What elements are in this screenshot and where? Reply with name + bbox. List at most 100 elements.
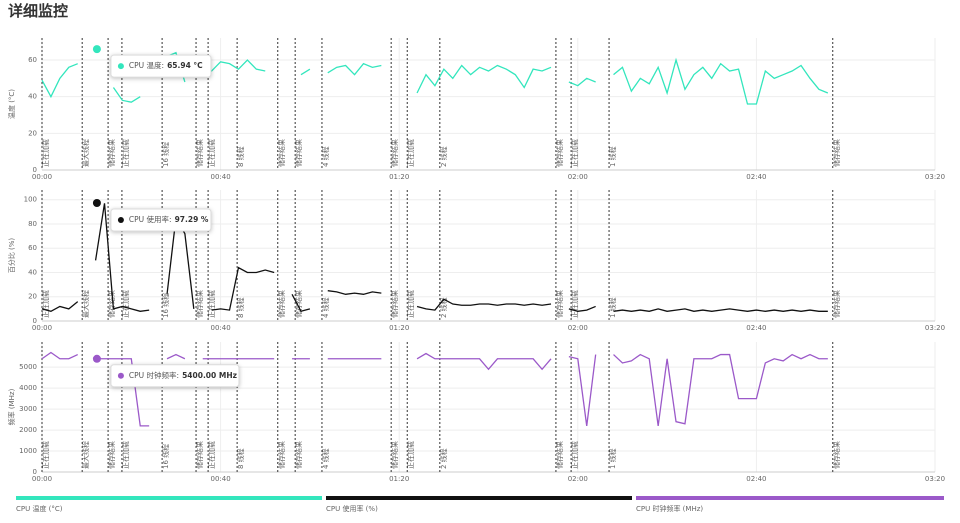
y-tick-label: 3000	[19, 405, 37, 413]
event-label: 正在加载	[570, 441, 579, 469]
event-label: 1 线程	[608, 297, 617, 318]
y-tick-label: 0	[33, 468, 37, 476]
event-label: 储存结果	[832, 290, 841, 318]
event-label: 储存结果	[107, 441, 116, 469]
y-axis-label: 百分比 (%)	[7, 238, 16, 274]
x-tick-label: 00:40	[211, 324, 231, 332]
y-tick-label: 5000	[19, 363, 37, 371]
event-label: 储存结果	[555, 441, 564, 469]
x-tick-label: 01:20	[389, 475, 409, 483]
x-tick-label: 02:40	[746, 475, 766, 483]
hover-point	[92, 354, 101, 363]
event-label: 16 线程	[161, 293, 170, 318]
event-label: 储存结果	[390, 290, 399, 318]
event-label: 正在加载	[207, 139, 216, 167]
tooltip	[110, 54, 212, 78]
x-tick-label: 02:00	[568, 173, 588, 181]
legend-swatch	[326, 496, 632, 500]
tooltip-value: 65.94 °C	[167, 61, 203, 70]
event-label: 正在加载	[121, 441, 130, 469]
y-tick-label: 0	[33, 317, 37, 325]
event-label: 正在加载	[207, 441, 216, 469]
x-tick-label: 02:40	[746, 173, 766, 181]
event-label: 正在加载	[406, 441, 415, 469]
y-tick-label: 0	[33, 166, 37, 174]
event-label: 2 线程	[439, 146, 448, 167]
event-label: 正在加载	[570, 290, 579, 318]
event-label: 4 线程	[321, 297, 330, 318]
hover-point	[92, 45, 101, 54]
event-label: 8 线程	[236, 448, 245, 469]
event-label: 储存结果	[277, 290, 286, 318]
event-label: 2 线程	[439, 448, 448, 469]
event-label: 储存结果	[195, 290, 204, 318]
event-label: 正在加载	[41, 441, 50, 469]
x-tick-label: 00:00	[32, 475, 52, 483]
y-tick-label: 4000	[19, 384, 37, 392]
event-label: 正在加载	[121, 139, 130, 167]
event-label: 正在加载	[207, 290, 216, 318]
y-tick-label: 100	[24, 196, 37, 204]
hover-point	[92, 198, 101, 207]
x-tick-label: 00:40	[211, 173, 231, 181]
event-label: 储存结果	[107, 290, 116, 318]
tooltip	[110, 364, 240, 388]
x-tick-label: 02:00	[568, 475, 588, 483]
event-label: 储存结果	[555, 290, 564, 318]
event-label: 正在加载	[406, 290, 415, 318]
y-tick-label: 20	[28, 129, 37, 137]
x-tick-label: 00:40	[211, 475, 231, 483]
event-label: 储存结果	[832, 441, 841, 469]
event-label: 储存结果	[107, 139, 116, 167]
event-label: 正在加载	[121, 290, 130, 318]
event-label: 4 线程	[321, 448, 330, 469]
tooltip-text: CPU 温度: 65.94 °C	[129, 60, 203, 70]
event-label: 4 线程	[321, 146, 330, 167]
tooltip-label: CPU 使用率:	[129, 214, 172, 224]
tooltip-dot	[117, 63, 124, 70]
tooltip-label: CPU 温度:	[129, 60, 164, 70]
event-label: 最大线程	[81, 290, 90, 318]
event-label: 正在加载	[41, 139, 50, 167]
event-label: 储存结果	[555, 139, 564, 167]
event-label: 8 线程	[236, 146, 245, 167]
event-label: 正在加载	[570, 139, 579, 167]
x-tick-label: 01:20	[389, 324, 409, 332]
y-tick-label: 20	[28, 293, 37, 301]
y-tick-label: 2000	[19, 426, 37, 434]
x-tick-label: 03:20	[925, 173, 945, 181]
event-label: 储存结果	[390, 139, 399, 167]
legend-label: CPU 时钟频率 (MHz)	[636, 504, 703, 513]
tooltip-value: 97.29 %	[175, 215, 209, 224]
y-tick-label: 80	[28, 220, 37, 228]
tooltip-text: CPU 使用率: 97.29 %	[129, 214, 209, 224]
event-label: 储存结果	[195, 441, 204, 469]
event-label: 正在加载	[41, 290, 50, 318]
y-axis-label: 频率 (MHz)	[7, 388, 16, 425]
tooltip-value: 5400.00 MHz	[182, 371, 237, 380]
y-tick-label: 60	[28, 244, 37, 252]
x-tick-label: 01:20	[389, 173, 409, 181]
event-label: 最大线程	[81, 139, 90, 167]
legend-label: CPU 使用率 (%)	[326, 504, 378, 513]
event-label: 储存结果	[277, 139, 286, 167]
event-label: 储存结果	[294, 139, 303, 167]
y-tick-label: 40	[28, 93, 37, 101]
legend-label: CPU 温度 (°C)	[16, 504, 63, 513]
y-axis-label: 温度 (°C)	[7, 89, 16, 119]
tooltip	[110, 208, 212, 232]
x-tick-label: 03:20	[925, 324, 945, 332]
event-label: 16 线程	[161, 444, 170, 469]
tooltip-dot	[117, 216, 124, 223]
event-label: 储存结果	[294, 290, 303, 318]
event-label: 1 线程	[608, 146, 617, 167]
event-label: 储存结果	[195, 139, 204, 167]
y-tick-label: 60	[28, 56, 37, 64]
page-title: 详细监控	[8, 2, 68, 20]
event-label: 储存结果	[277, 441, 286, 469]
event-label: 2 线程	[439, 297, 448, 318]
x-tick-label: 02:40	[746, 324, 766, 332]
legend-swatch	[16, 496, 322, 500]
